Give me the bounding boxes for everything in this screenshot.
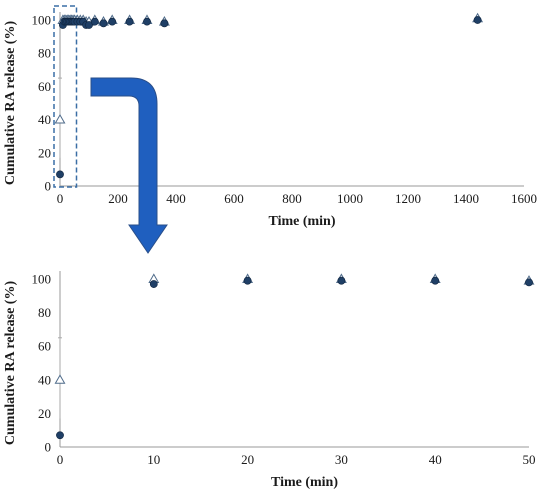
top-x-tick-label: 1600 xyxy=(511,191,537,206)
data-point-circle xyxy=(125,17,134,26)
bottom-axis-ticks: 0 10 20 30 40 50 0 20 40 60 80 100 xyxy=(32,272,536,468)
top-axis-ticks: 0 200 400 600 800 1000 1200 1400 1600 0 20 40 60 80 10… xyxy=(32,13,538,207)
data-point-circle xyxy=(525,278,533,287)
data-point-circle xyxy=(431,276,440,285)
top-chart-full-timecourse: 0 200 400 600 800 1000 1200 1400 1600 0 20 40 60 80 10… xyxy=(3,5,538,229)
data-point-circle xyxy=(243,276,252,285)
top-x-tick-label: 1200 xyxy=(395,191,421,206)
data-point-circle xyxy=(85,21,93,29)
bot-y-tick-label: 0 xyxy=(45,440,52,455)
bot-y-tick-label: 60 xyxy=(38,339,51,354)
data-point-circle xyxy=(56,431,64,440)
bottom-x-axis-title: Time (min) xyxy=(271,475,338,490)
top-x-tick-label: 0 xyxy=(57,191,64,206)
top-x-tick-label: 1400 xyxy=(453,191,479,206)
bot-y-tick-label: 100 xyxy=(32,272,52,287)
top-data-points xyxy=(54,12,484,179)
data-point-circle xyxy=(473,16,482,24)
bot-x-tick-label: 10 xyxy=(147,452,160,467)
top-x-tick-label: 600 xyxy=(224,191,244,206)
bot-y-tick-label: 80 xyxy=(38,305,51,320)
zoom-region-box xyxy=(53,5,78,188)
top-y-tick-label: 80 xyxy=(38,46,51,61)
bot-y-tick-label: 40 xyxy=(38,372,51,387)
data-point-circle xyxy=(149,280,158,288)
top-y-tick-label: 40 xyxy=(38,112,51,127)
bottom-data-points xyxy=(54,273,535,440)
bot-x-tick-label: 0 xyxy=(57,452,64,467)
bottom-y-axis-title: Cumulative RA release (%) xyxy=(3,281,18,446)
top-y-tick-label: 100 xyxy=(32,13,52,28)
bot-x-tick-label: 30 xyxy=(335,452,348,467)
top-x-tick-label: 1000 xyxy=(337,191,363,206)
top-x-tick-label: 200 xyxy=(108,191,128,206)
data-point-circle xyxy=(337,276,346,285)
top-y-axis-title: Cumulative RA release (%) xyxy=(3,21,18,186)
top-x-axis-title: Time (min) xyxy=(268,214,335,229)
data-point-circle xyxy=(143,17,151,26)
data-point-circle xyxy=(108,17,117,26)
data-point-circle xyxy=(99,19,108,28)
top-x-tick-label: 400 xyxy=(166,191,186,206)
data-point-triangle xyxy=(54,374,66,384)
bot-x-tick-label: 50 xyxy=(523,452,536,467)
data-point-circle xyxy=(90,17,99,26)
data-point-triangle xyxy=(54,113,66,124)
data-point-circle xyxy=(160,19,169,28)
top-y-tick-label: 0 xyxy=(45,179,52,194)
bot-x-tick-label: 20 xyxy=(241,452,254,467)
top-y-tick-label: 60 xyxy=(38,79,51,94)
top-x-tick-label: 800 xyxy=(282,191,302,206)
zoom-arrow-shape xyxy=(90,77,168,254)
data-point-circle xyxy=(56,170,64,179)
bot-x-tick-label: 40 xyxy=(429,452,442,467)
bottom-chart-zoomed: 0 10 20 30 40 50 0 20 40 60 80 100 Time (min) Cumul… xyxy=(3,271,536,490)
bot-y-tick-label: 20 xyxy=(38,406,51,421)
top-y-tick-label: 20 xyxy=(38,145,51,160)
